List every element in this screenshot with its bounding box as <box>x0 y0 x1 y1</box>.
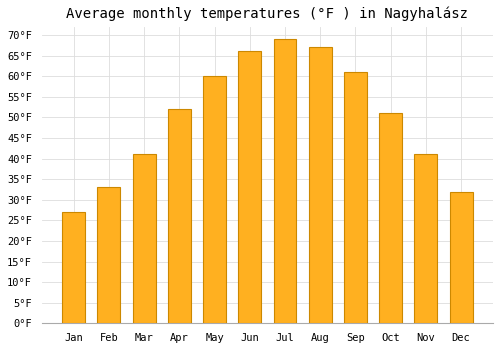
Bar <box>132 154 156 323</box>
Bar <box>274 39 296 323</box>
Bar <box>168 109 191 323</box>
Bar <box>203 76 226 323</box>
Bar <box>308 47 332 323</box>
Bar <box>98 187 120 323</box>
Bar <box>238 51 261 323</box>
Bar <box>344 72 367 323</box>
Bar <box>379 113 402 323</box>
Bar <box>450 191 472 323</box>
Title: Average monthly temperatures (°F ) in Nagyhalász: Average monthly temperatures (°F ) in Na… <box>66 7 468 21</box>
Bar <box>414 154 438 323</box>
Bar <box>62 212 85 323</box>
